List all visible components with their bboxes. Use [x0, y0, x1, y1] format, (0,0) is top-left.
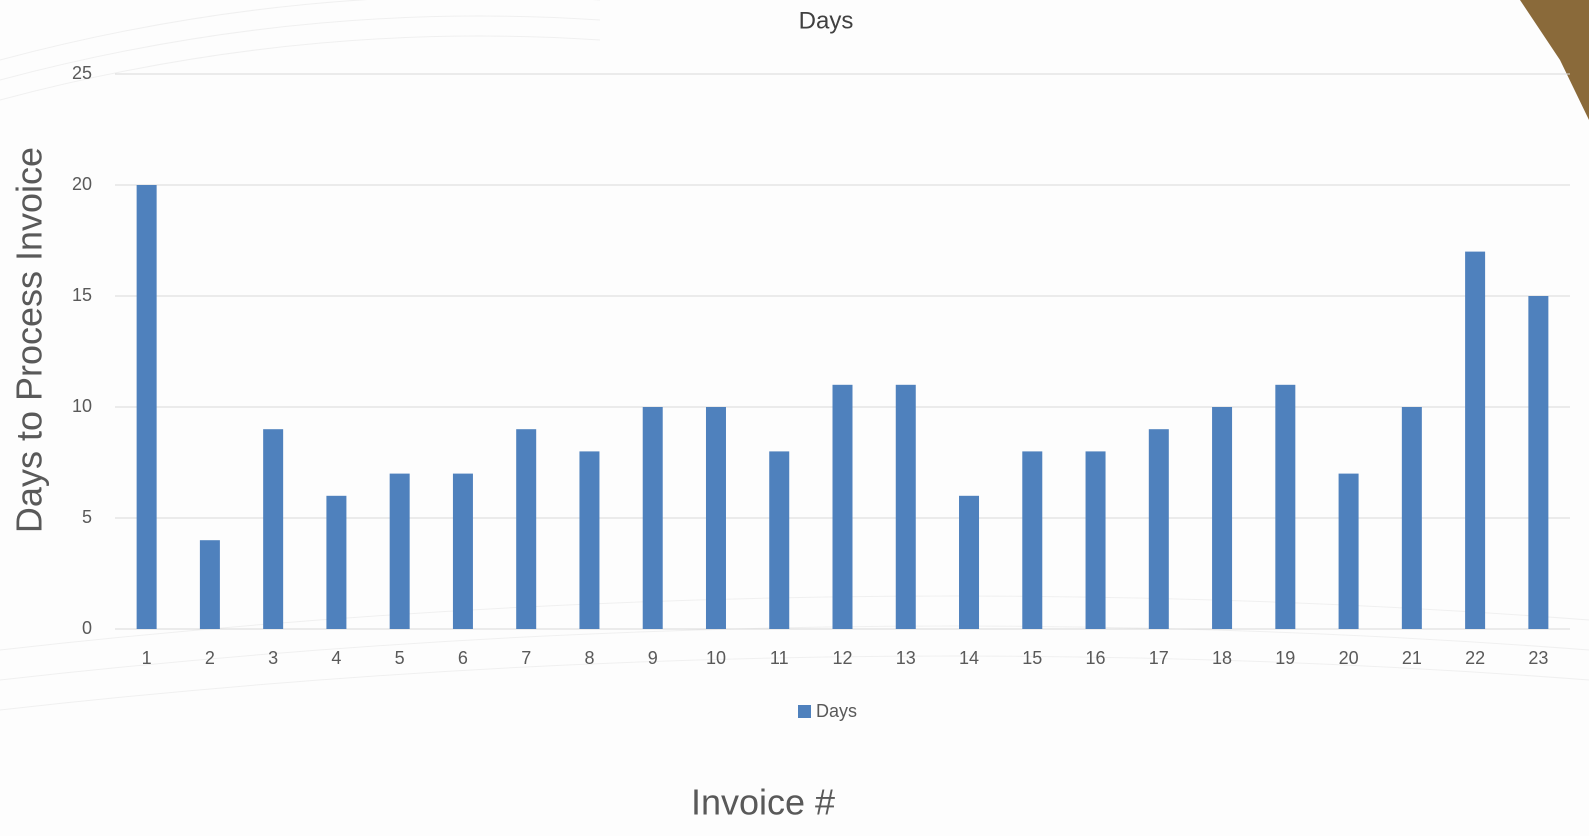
legend-swatch — [798, 705, 811, 718]
x-tick-label: 22 — [1465, 648, 1485, 668]
bar — [200, 540, 220, 629]
bar — [706, 407, 726, 629]
x-tick-label: 19 — [1275, 648, 1295, 668]
x-tick-label: 8 — [584, 648, 594, 668]
bar — [1086, 451, 1106, 629]
x-tick-label: 5 — [395, 648, 405, 668]
y-tick-label: 15 — [72, 285, 92, 305]
bar — [1212, 407, 1232, 629]
x-tick-label: 17 — [1149, 648, 1169, 668]
bar — [1275, 385, 1295, 629]
x-tick-label: 9 — [648, 648, 658, 668]
chart: Days Days to Process Invoice Invoice # 0… — [0, 0, 1589, 836]
bar — [1528, 296, 1548, 629]
x-tick-label: 7 — [521, 648, 531, 668]
bar — [579, 451, 599, 629]
x-tick-label: 20 — [1339, 648, 1359, 668]
bar — [390, 474, 410, 629]
x-tick-label: 6 — [458, 648, 468, 668]
background — [0, 0, 1589, 836]
bar — [516, 429, 536, 629]
chart-title: Days — [799, 7, 854, 34]
y-tick-label: 5 — [82, 507, 92, 527]
x-tick-label: 10 — [706, 648, 726, 668]
x-tick-label: 23 — [1528, 648, 1548, 668]
x-tick-label: 2 — [205, 648, 215, 668]
x-tick-label: 18 — [1212, 648, 1232, 668]
y-axis-title: Days to Process Invoice — [9, 147, 50, 533]
bar — [643, 407, 663, 629]
bar — [1402, 407, 1422, 629]
bar — [263, 429, 283, 629]
x-tick-label: 1 — [142, 648, 152, 668]
bar — [896, 385, 916, 629]
bar — [326, 496, 346, 629]
bar — [959, 496, 979, 629]
x-axis-title: Invoice # — [691, 782, 835, 823]
x-tick-label: 11 — [770, 648, 789, 668]
bar — [1465, 252, 1485, 629]
bar — [833, 385, 853, 629]
x-tick-label: 13 — [896, 648, 916, 668]
bar — [769, 451, 789, 629]
x-tick-label: 4 — [331, 648, 341, 668]
y-tick-label: 25 — [72, 63, 92, 83]
y-tick-label: 10 — [72, 396, 92, 416]
bar — [1149, 429, 1169, 629]
bar — [453, 474, 473, 629]
x-tick-label: 3 — [268, 648, 278, 668]
x-tick-label: 16 — [1086, 648, 1106, 668]
x-tick-label: 15 — [1022, 648, 1042, 668]
bar — [1022, 451, 1042, 629]
y-tick-label: 20 — [72, 174, 92, 194]
y-tick-label: 0 — [82, 618, 92, 638]
bar — [1339, 474, 1359, 629]
bar — [137, 185, 157, 629]
x-tick-label: 21 — [1402, 648, 1422, 668]
x-tick-label: 12 — [832, 648, 852, 668]
legend-label: Days — [816, 701, 857, 721]
x-tick-label: 14 — [959, 648, 979, 668]
